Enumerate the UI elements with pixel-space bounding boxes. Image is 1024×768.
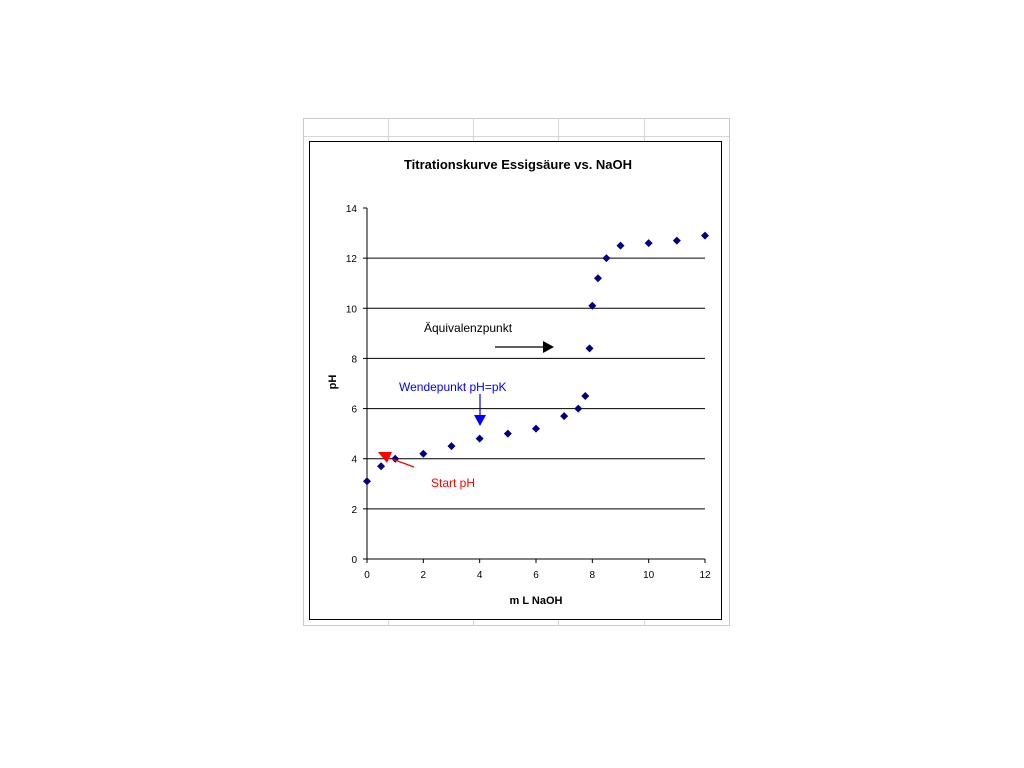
x-tick-label: 8 bbox=[590, 570, 596, 581]
data-point bbox=[363, 477, 371, 486]
data-point bbox=[701, 231, 709, 240]
annotation-start-ph: Start pH bbox=[431, 476, 475, 490]
x-tick-label: 6 bbox=[533, 570, 539, 581]
y-tick-label: 10 bbox=[346, 304, 358, 315]
y-axis-label: pH bbox=[327, 375, 339, 390]
chart-title: Titrationskurve Essigsäure vs. NaOH bbox=[404, 157, 632, 172]
x-axis-label: m L NaOH bbox=[510, 595, 563, 607]
gridlines bbox=[367, 257, 705, 510]
x-tick-label: 2 bbox=[421, 570, 427, 581]
data-point bbox=[475, 434, 484, 443]
data-point bbox=[581, 392, 590, 401]
data-point bbox=[532, 424, 540, 433]
y-tick-label: 2 bbox=[351, 505, 357, 516]
data-point bbox=[419, 449, 428, 458]
x-tick-label: 12 bbox=[699, 570, 711, 581]
annotation-aequivalenzpunkt: Äquivalenzpunkt bbox=[424, 321, 513, 335]
y-tick-label: 8 bbox=[351, 354, 357, 365]
x-tick-label: 10 bbox=[643, 570, 655, 581]
sheet-row-line bbox=[304, 136, 729, 137]
data-point bbox=[588, 301, 597, 310]
annotation-start-ph-arrow bbox=[391, 458, 415, 468]
data-point bbox=[585, 344, 594, 353]
data-point bbox=[616, 241, 625, 250]
data-point bbox=[593, 274, 602, 283]
x-ticks: 0 2 4 6 8 10 12 bbox=[364, 559, 711, 581]
data-point bbox=[644, 239, 653, 248]
annotation-wendepunkt: Wendepunkt pH=pK bbox=[399, 380, 507, 394]
y-ticks: 0 2 4 6 8 10 12 14 bbox=[346, 204, 367, 566]
data-point bbox=[377, 462, 386, 471]
data-point bbox=[574, 404, 583, 413]
data-point bbox=[672, 236, 681, 245]
y-tick-label: 14 bbox=[346, 204, 358, 215]
annotation-start-ph-arrowhead bbox=[378, 452, 392, 463]
chart-svg: Titrationskurve Essigsäure vs. NaOH 0 2 4 6… bbox=[327, 157, 711, 607]
annotation-aequivalenzpunkt-arrowhead bbox=[543, 341, 554, 353]
y-tick-label: 0 bbox=[351, 555, 357, 566]
data-points bbox=[363, 231, 709, 486]
y-tick-label: 12 bbox=[346, 254, 358, 265]
data-point bbox=[503, 429, 512, 438]
chart-area[interactable]: Titrationskurve Essigsäure vs. NaOH 0 2 4 6… bbox=[309, 141, 722, 620]
data-point bbox=[560, 412, 569, 421]
y-tick-label: 6 bbox=[351, 405, 357, 416]
data-point bbox=[447, 442, 456, 451]
x-tick-label: 0 bbox=[364, 570, 370, 581]
data-point bbox=[602, 254, 611, 263]
x-tick-label: 4 bbox=[477, 570, 483, 581]
annotation-wendepunkt-arrowhead bbox=[474, 415, 486, 426]
y-tick-label: 4 bbox=[351, 455, 357, 466]
